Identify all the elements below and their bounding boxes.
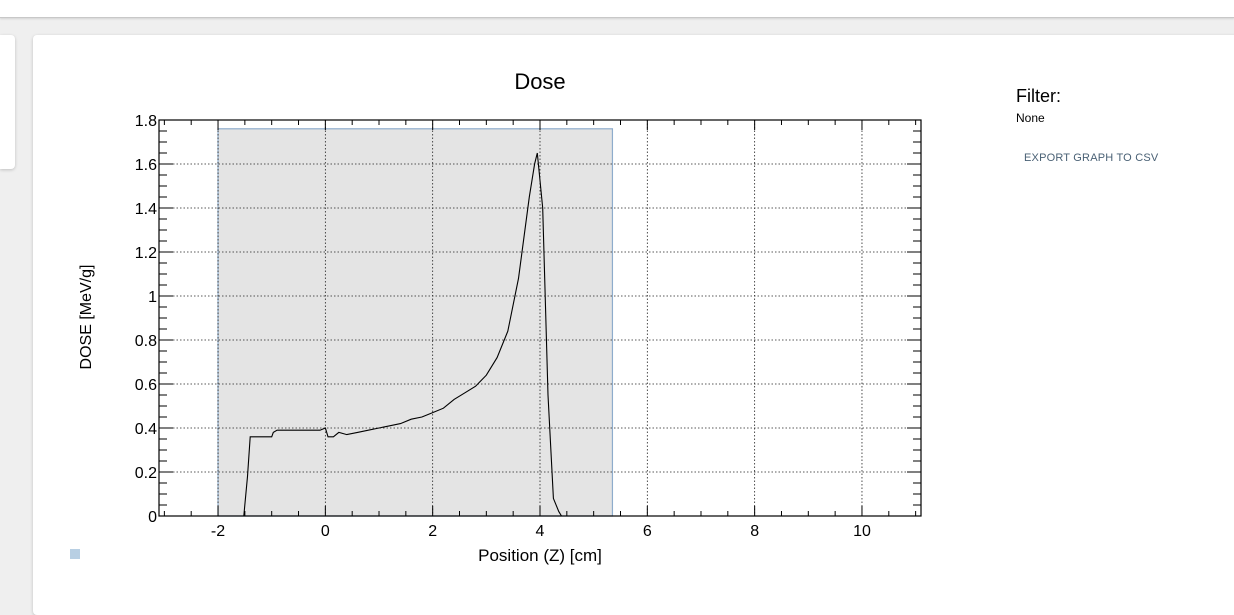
y-axis-label: DOSE [MeV/g] bbox=[78, 265, 95, 370]
x-tick-label: 6 bbox=[643, 523, 652, 540]
selection-region bbox=[217, 128, 614, 517]
x-axis-label: Position (Z) [cm] bbox=[478, 546, 602, 565]
x-tick-label: -2 bbox=[211, 523, 225, 540]
y-tick-label: 0.8 bbox=[135, 333, 157, 350]
dose-series-line bbox=[243, 152, 562, 517]
y-tick-label: 0.2 bbox=[135, 465, 157, 482]
y-tick-label: 0 bbox=[148, 509, 157, 526]
y-tick-label: 1.2 bbox=[135, 245, 157, 262]
x-tick-label: 4 bbox=[536, 523, 545, 540]
top-bar bbox=[0, 0, 1234, 18]
filter-value: None bbox=[1016, 111, 1045, 125]
y-tick-label: 1 bbox=[148, 289, 157, 306]
chart-title: Dose bbox=[514, 69, 565, 94]
y-tick-label: 0.6 bbox=[135, 377, 157, 394]
y-tick-label: 0.4 bbox=[135, 421, 157, 438]
filter-label: Filter: bbox=[1016, 86, 1061, 106]
x-tick-label: 0 bbox=[321, 523, 330, 540]
y-tick-label: 1.6 bbox=[135, 157, 157, 174]
y-tick-label: 1.8 bbox=[135, 113, 157, 130]
side-panel-card bbox=[0, 35, 15, 169]
y-tick-label: 1.4 bbox=[135, 201, 157, 218]
x-tick-label: 10 bbox=[853, 523, 871, 540]
x-tick-label: 8 bbox=[750, 523, 759, 540]
export-csv-button[interactable]: EXPORT GRAPH TO CSV bbox=[1024, 152, 1159, 164]
x-tick-label: 2 bbox=[428, 523, 437, 540]
legend-swatch[interactable] bbox=[70, 549, 80, 559]
